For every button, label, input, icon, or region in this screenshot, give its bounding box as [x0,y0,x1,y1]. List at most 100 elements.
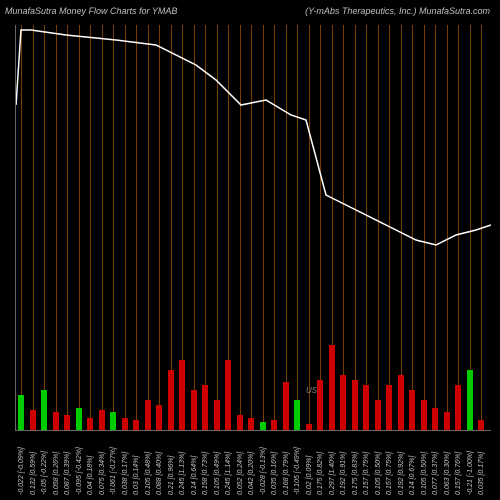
title-left: MunafaSutra Money Flow Charts for YMAB [5,6,177,16]
volume-bar [271,420,277,430]
grid-line [44,25,45,430]
volume-bar [179,360,185,430]
x-tick-label: 0.105 [0.48%] [145,452,152,495]
volume-bar [467,370,473,430]
x-tick-label: 0.245 [1.13%] [179,452,186,495]
x-tick-label: 0.105 [0.50%] [421,452,428,495]
x-tick-label: 0.192 [0.92%] [398,452,405,495]
grid-line [435,25,436,430]
volume-bar [214,400,220,430]
grid-line [389,25,390,430]
x-tick-label: 0.042 [0.20%] [248,452,255,495]
x-tick-label: 0.03 [0.14%] [133,456,140,495]
grid-line [125,25,126,430]
grid-line [21,25,22,430]
grid-line [412,25,413,430]
x-tick-label: 0.02 [0.09%] [306,456,313,495]
grid-line [401,25,402,430]
grid-line [251,25,252,430]
x-tick-label: 0.21 [0.96%] [168,456,175,495]
title-right: (Y-mAbs Therapeutics, Inc.) MunafaSutra.… [305,6,490,16]
volume-bar [122,418,128,430]
volume-bar [352,380,358,430]
x-tick-label: 0.132 [0.59%] [30,452,37,495]
grid-line [286,25,287,430]
x-tick-label: 0.157 [0.75%] [386,452,393,495]
volume-bar [133,420,139,430]
x-tick-label: 0.158 [0.73%] [202,452,209,495]
x-tick-label: 0.035 [0.17%] [478,452,485,495]
x-tick-label: 0.14 [0.67%] [409,456,416,495]
x-tick-label: 0.038 [0.17%] [122,452,129,495]
volume-bar [99,410,105,430]
volume-bar [64,415,70,430]
x-tick-label: 0.175 [0.82%] [317,452,324,495]
volume-bar [168,370,174,430]
volume-bar [53,412,59,430]
x-tick-label: 0.035 [0.16%] [271,452,278,495]
grid-line [56,25,57,430]
x-tick-label: -0.028 [-0.13%] [260,447,267,495]
volume-bar [340,375,346,430]
grid-line [240,25,241,430]
volume-bar [455,385,461,430]
volume-bar [87,418,93,430]
grid-line [33,25,34,430]
x-tick-label: 0.088 [0.40%] [156,452,163,495]
x-tick-label: -0.022 [-0.09%] [18,447,25,495]
grid-line [447,25,448,430]
volume-bar [110,412,116,430]
grid-line [194,25,195,430]
grid-line [90,25,91,430]
grid-line [205,25,206,430]
price-line [16,25,491,430]
grid-line [274,25,275,430]
x-tick-label: 0.075 [0.34%] [99,452,106,495]
grid-line [378,25,379,430]
x-tick-label: 0.087 [0.39%] [64,452,71,495]
grid-line [67,25,68,430]
volume-bar [363,385,369,430]
grid-line [217,25,218,430]
x-tick-label: 0.105 [0.50%] [375,452,382,495]
x-tick-label: 0.14 [0.64%] [191,456,198,495]
grid-line [309,25,310,430]
x-tick-label: 0.157 [0.75%] [363,452,370,495]
grid-line [159,25,160,430]
money-flow-chart: MunafaSutra Money Flow Charts for YMAB (… [0,0,500,500]
volume-bar [444,412,450,430]
x-tick-label: -0.105 [-0.49%] [294,447,301,495]
x-tick-label: 0.105 [0.49%] [214,452,221,495]
x-tick-label: 0.245 [1.14%] [225,452,232,495]
x-axis-labels: -0.022 [-0.09%] 0.132 [0.59%] -0.05 [-0.22… [15,430,490,500]
x-tick-label: 0.04 [0.18%] [87,456,94,495]
chart-header: MunafaSutra Money Flow Charts for YMAB (… [0,6,500,26]
x-tick-label: -0.21 [-1.00%] [467,451,474,495]
volume-bar [386,385,392,430]
volume-bar [225,360,231,430]
x-tick-label: 0.192 [0.91%] [340,452,347,495]
grid-line [79,25,80,430]
grid-line [102,25,103,430]
plot-area: US [15,25,491,431]
grid-line [136,25,137,430]
x-tick-label: 0.058 [0.26%] [53,452,60,495]
volume-bar [41,390,47,430]
x-tick-label: -0.05 [-0.22%] [41,451,48,495]
volume-bar [145,400,151,430]
volume-bar [191,390,197,430]
grid-line [355,25,356,430]
x-tick-label: 0.175 [0.83%] [352,452,359,495]
grid-line [366,25,367,430]
volume-bar [18,395,24,430]
x-tick-label: -0.095 [-0.42%] [76,447,83,495]
x-tick-label: 0.063 [0.30%] [444,452,451,495]
volume-bar [76,408,82,430]
x-tick-label: 0.052 [0.24%] [237,452,244,495]
volume-bar [237,415,243,430]
grid-line [113,25,114,430]
grid-line [320,25,321,430]
volume-bar [202,385,208,430]
volume-bar [156,405,162,430]
x-tick-label: 0.157 [0.76%] [455,452,462,495]
